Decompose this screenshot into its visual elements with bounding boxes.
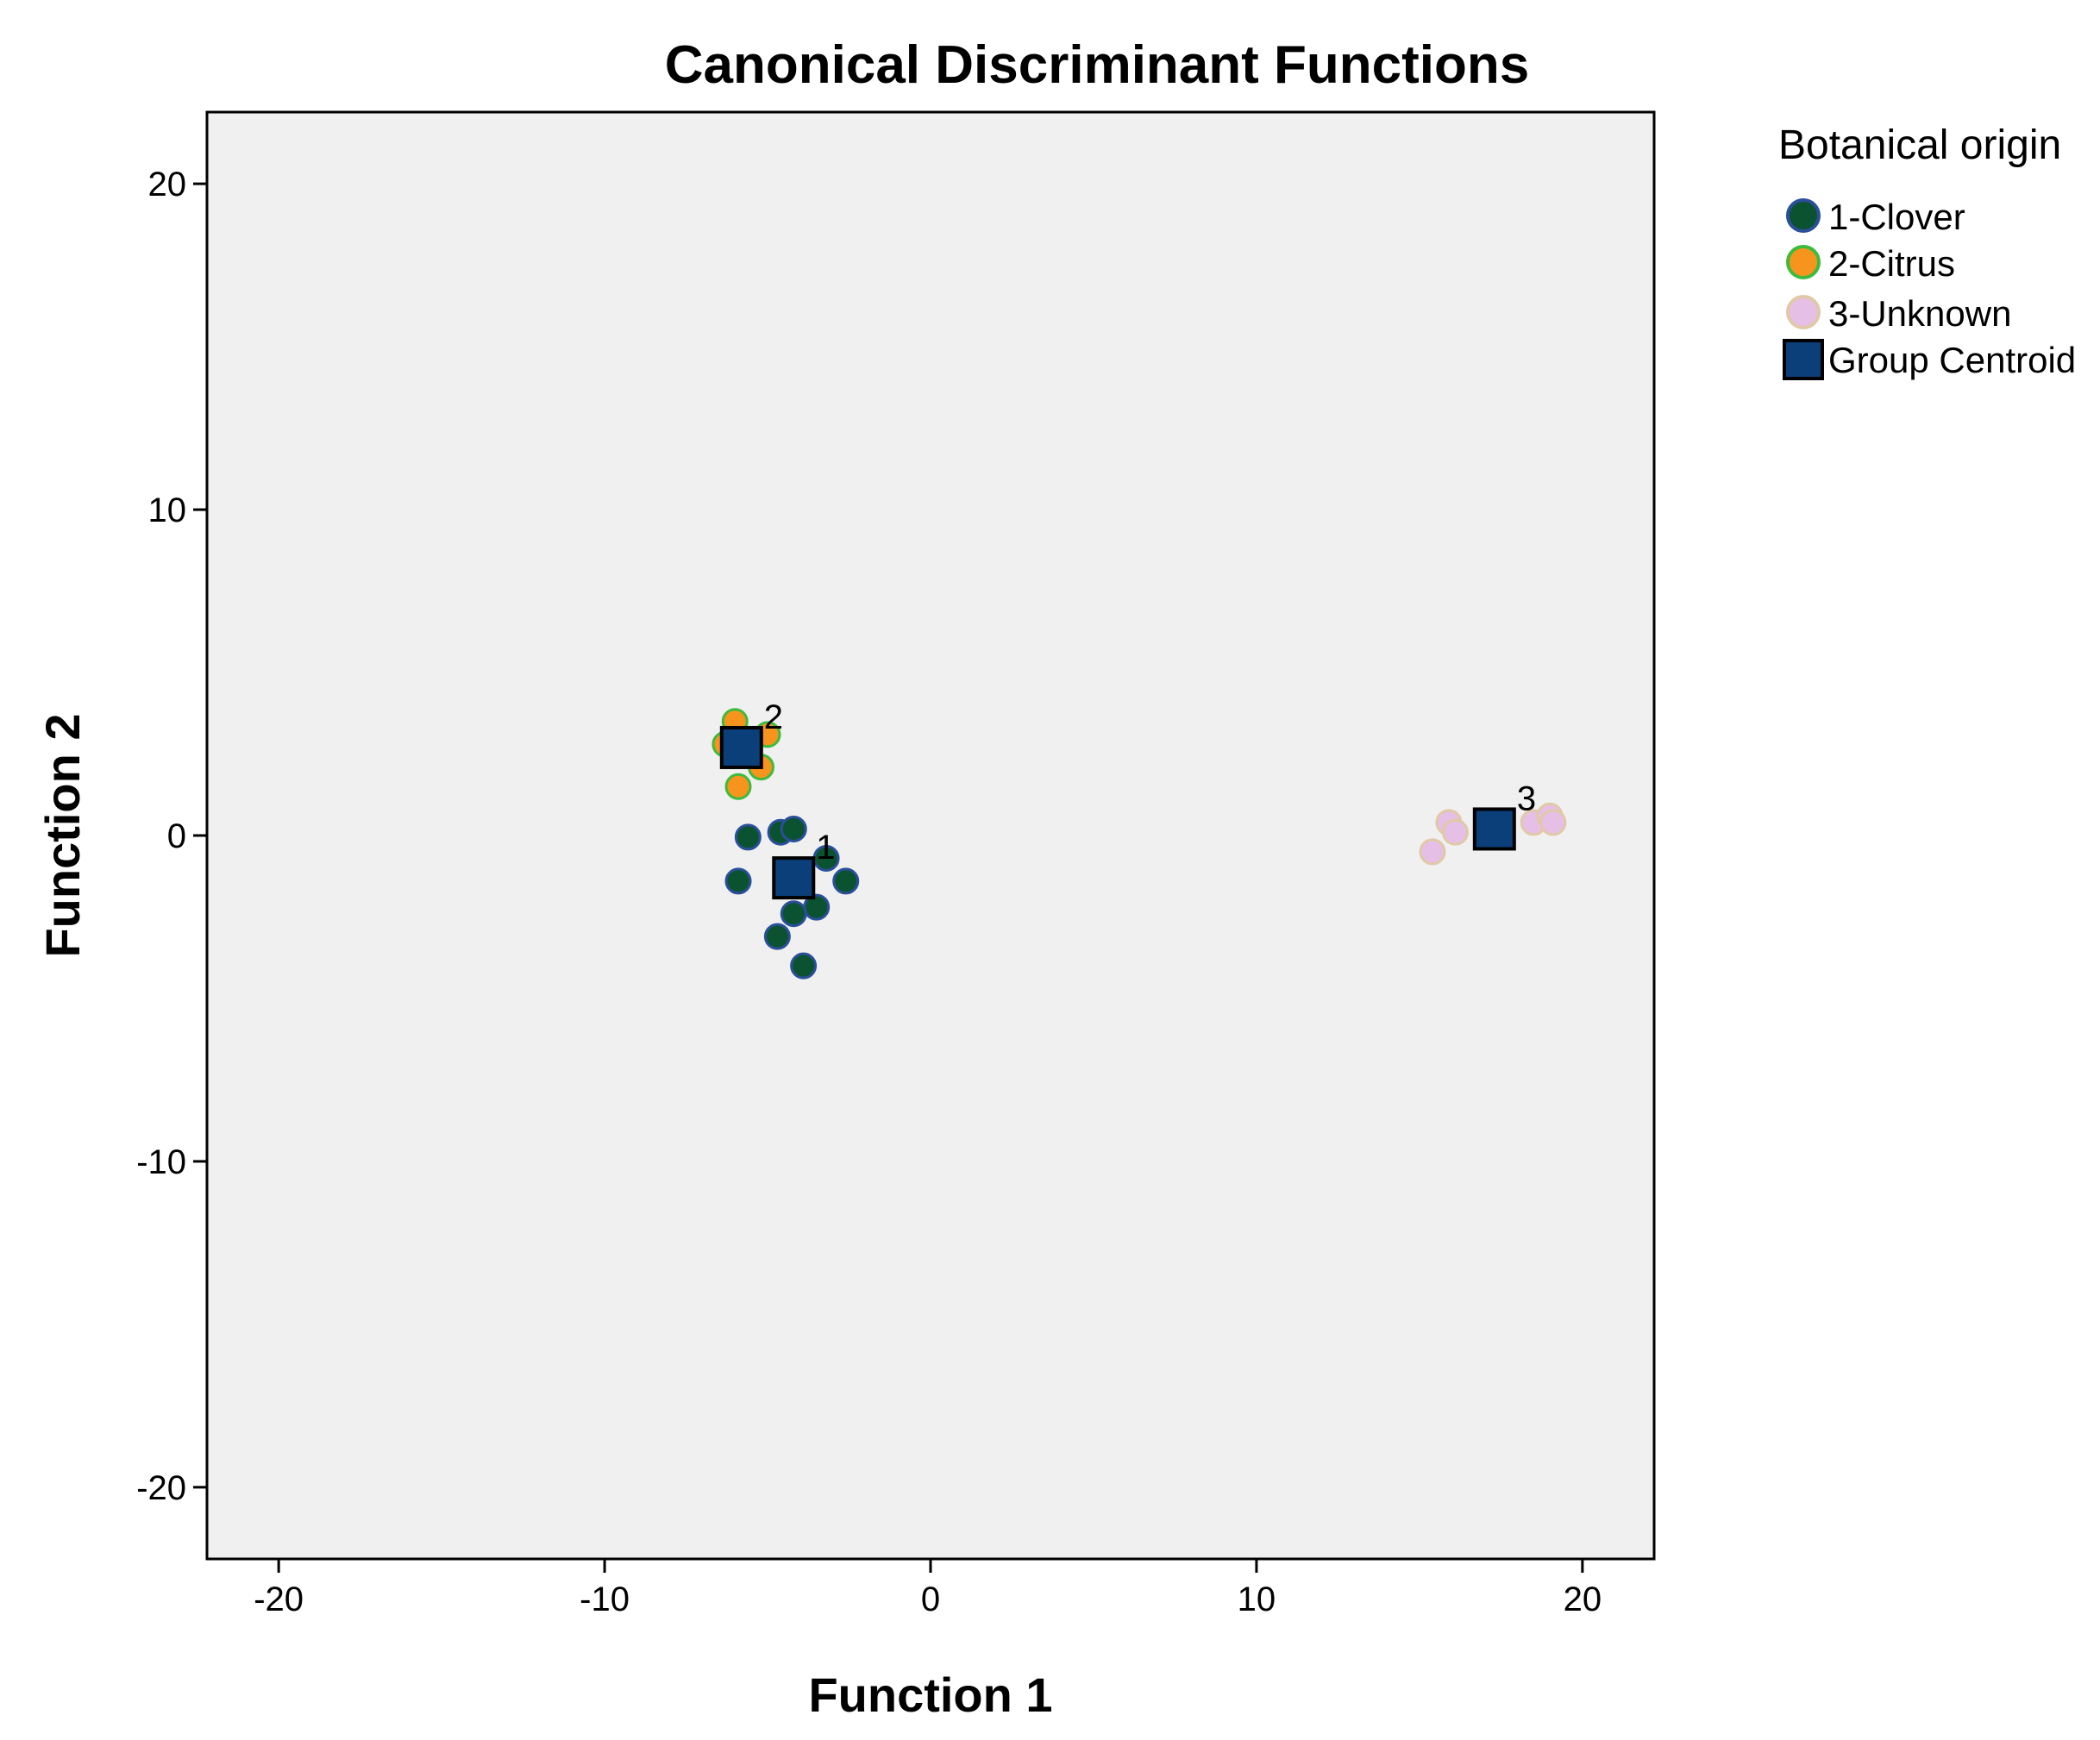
legend-label-clover: 1-Clover xyxy=(1828,197,1965,237)
point-3-unknown xyxy=(1539,809,1567,836)
y-tick-label: 10 xyxy=(148,491,187,529)
legend-marker-unknown xyxy=(1786,295,1821,329)
plot-area xyxy=(205,110,1656,1561)
centroid-label: 3 xyxy=(1517,779,1536,817)
x-tick-label: 10 xyxy=(1238,1580,1276,1618)
point-1-clover xyxy=(780,815,807,842)
point-1-clover xyxy=(724,867,752,895)
legend-label-unknown: 3-Unknown xyxy=(1828,293,2011,334)
y-tick-label: 0 xyxy=(167,817,186,855)
centroid-label: 2 xyxy=(764,698,783,736)
legend-title: Botanical origin xyxy=(1778,122,2061,168)
chart-title: Canonical Discriminant Functions xyxy=(665,35,1529,95)
legend-entry-group-centroid: Group Centroid xyxy=(1783,339,2076,380)
group-centroids: 1 2 3 xyxy=(719,698,1536,900)
x-tick-label: -20 xyxy=(254,1580,304,1618)
y-axis: -20 -10 0 10 20 xyxy=(136,166,207,1507)
legend-entry-citrus: 2-Citrus xyxy=(1786,243,1955,284)
point-1-clover xyxy=(790,952,818,980)
point-1-clover xyxy=(734,823,762,851)
point-2-citrus xyxy=(724,773,752,800)
legend-marker-clover xyxy=(1786,198,1821,233)
centroid-marker xyxy=(772,856,816,900)
y-tick-label: -10 xyxy=(136,1143,186,1181)
x-tick-label: 0 xyxy=(921,1580,940,1618)
legend-label-centroid: Group Centroid xyxy=(1828,340,2076,380)
y-axis-title: Function 2 xyxy=(35,713,90,957)
centroid-marker xyxy=(1472,807,1516,851)
centroid-marker xyxy=(719,725,763,769)
legend: Botanical origin 1-Clover 2-Citrus 3-Unk… xyxy=(1778,122,2076,380)
y-tick-label: -20 xyxy=(136,1469,186,1507)
x-tick-label: -10 xyxy=(580,1580,630,1618)
centroid-label: 1 xyxy=(816,829,835,867)
x-tick-label: 20 xyxy=(1564,1580,1602,1618)
legend-marker-citrus xyxy=(1786,245,1821,279)
point-1-clover xyxy=(832,867,860,895)
x-axis-title: Function 1 xyxy=(808,1668,1052,1722)
point-3-unknown xyxy=(1441,818,1469,846)
y-tick-label: 20 xyxy=(148,166,187,203)
point-1-clover xyxy=(763,923,791,950)
legend-entry-clover: 1-Clover xyxy=(1786,197,1965,237)
point-3-unknown xyxy=(1419,838,1446,866)
legend-entry-unknown: 3-Unknown xyxy=(1786,293,2011,334)
legend-marker-centroid xyxy=(1783,339,1824,380)
point-1-clover xyxy=(780,900,807,928)
legend-label-citrus: 2-Citrus xyxy=(1828,243,1955,284)
x-axis: -20 -10 0 10 20 xyxy=(254,1559,1602,1618)
